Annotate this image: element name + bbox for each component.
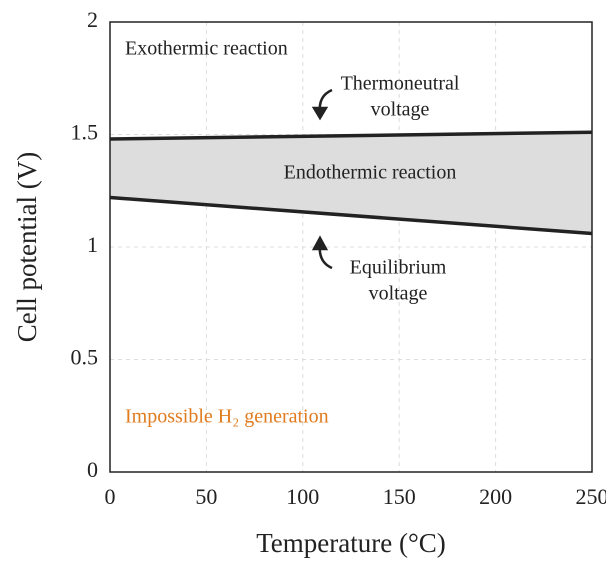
y-tick-label: 0 bbox=[87, 457, 98, 482]
series-line bbox=[109, 195, 593, 236]
x-tick-label: 0 bbox=[105, 484, 116, 509]
annotation: voltage bbox=[369, 283, 428, 305]
y-tick-label: 1.5 bbox=[71, 120, 99, 145]
annotation: Impossible H₂ generation bbox=[125, 406, 329, 428]
y-tick-label: 1 bbox=[87, 232, 98, 257]
y-tick-label: 0.5 bbox=[71, 345, 99, 370]
y-tick-label: 2 bbox=[87, 7, 98, 32]
annotation: Equilibrium bbox=[350, 257, 447, 279]
series-line bbox=[109, 130, 593, 141]
arrows bbox=[311, 88, 333, 270]
annotation: Exothermic reaction bbox=[125, 38, 288, 60]
annotation: Thermoneutral bbox=[341, 73, 460, 95]
x-tick-label: 100 bbox=[286, 484, 319, 509]
fill-region bbox=[110, 132, 592, 234]
plot-frame bbox=[109, 21, 593, 473]
y-axis-label: Cell potential (V) bbox=[12, 152, 42, 342]
x-tick-label: 200 bbox=[479, 484, 512, 509]
x-axis-label: Temperature (°C) bbox=[256, 528, 446, 558]
arrow-head bbox=[311, 106, 329, 121]
x-tick-label: 150 bbox=[383, 484, 416, 509]
arrow-head bbox=[311, 235, 329, 251]
x-tick-label: 50 bbox=[195, 484, 217, 509]
annotation: Endothermic reaction bbox=[284, 162, 457, 184]
annotation: voltage bbox=[371, 99, 430, 121]
x-tick-label: 250 bbox=[576, 484, 606, 509]
